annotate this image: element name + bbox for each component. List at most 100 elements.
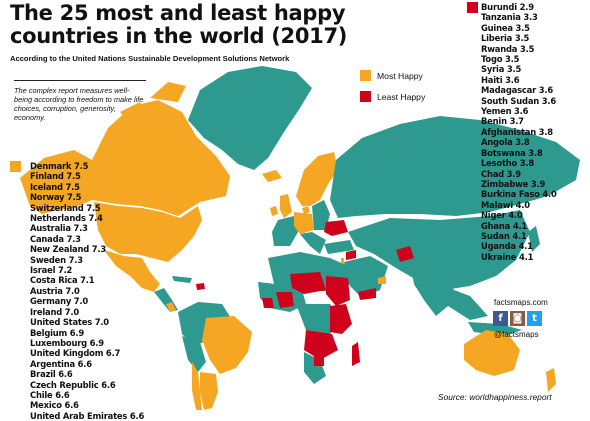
least-happy-country-item: Rwanda 3.5 [481, 43, 535, 54]
japan [528, 226, 540, 252]
sudan-south-sudan [326, 276, 350, 306]
source-citation: Source: worldhappiness.report [438, 392, 552, 402]
argentina [200, 372, 218, 410]
least-happy-country-item: Sudan 4.1 [481, 230, 527, 241]
burkina-ghana-togo-benin [276, 292, 294, 308]
most-happy-country-item: Germany 7.0 [30, 296, 89, 307]
most-happy-country-item: Mexico 6.6 [30, 400, 79, 411]
most-happy-list: Denmark 7.5 Finland 7.5 Iceland 7.5 Norway … [10, 161, 145, 421]
ireland [270, 206, 278, 216]
methodology-note: The complex report measures well-being a… [14, 80, 146, 122]
russia [330, 116, 580, 218]
most-happy-country-item: New Zealand 7.3 [30, 244, 106, 255]
southern-africa [304, 352, 326, 384]
legend-most-happy-label: Most Happy [377, 70, 423, 81]
least-happy-country-item: Zimbabwe 3.9 [481, 178, 546, 189]
most-happy-country-item: Netherlands 7.4 [30, 213, 103, 224]
canadian-arctic-islands [120, 82, 186, 122]
social-handle: @factsmaps [494, 330, 539, 339]
least-happy-country-item: Uganda 4.1 [481, 241, 533, 252]
least-happy-country-item: Ukraine 4.1 [481, 251, 534, 262]
united-kingdom [280, 194, 292, 218]
east-africa [330, 304, 352, 334]
alaska [20, 150, 92, 214]
most-happy-country-item: Czech Republic 6.6 [30, 379, 116, 390]
turkey [324, 240, 354, 254]
iceland [262, 170, 282, 182]
most-happy-country-item: United Kingdom 6.7 [30, 348, 121, 359]
niger-chad [290, 272, 326, 294]
most-happy-country-item: Chile 6.6 [30, 389, 70, 400]
least-happy-country-item: Botswana 3.8 [481, 147, 543, 158]
twitter-icon[interactable]: t [527, 311, 542, 326]
most-happy-country-item: United States 7.0 [30, 317, 109, 328]
afghanistan [396, 246, 414, 262]
central-africa [296, 304, 340, 334]
least-happy-country-item: Angola 3.8 [481, 137, 530, 148]
most-happy-country-item: Luxembourg 6.9 [30, 337, 104, 348]
least-happy-country-item: Benin 3.7 [481, 116, 524, 127]
most-happy-marker [10, 161, 21, 172]
eastern-europe [312, 200, 330, 230]
legend-least-happy: Least Happy [360, 91, 425, 102]
least-happy-country-item: Burundi 2.9 [481, 2, 534, 12]
least-happy-country-item: Niger 4.0 [481, 210, 523, 221]
botswana-lesotho [314, 356, 324, 366]
subtitle: According to the United Nations Sustaina… [10, 54, 290, 63]
denmark [302, 206, 310, 214]
least-happy-country-item: Chad 3.9 [481, 168, 521, 179]
chile [192, 362, 202, 410]
guinea-liberia [262, 298, 274, 308]
least-happy-country-item: Afghanistan 3.8 [481, 126, 553, 137]
australia [464, 330, 520, 376]
madagascar [352, 342, 360, 366]
world-map [20, 66, 580, 410]
least-happy-country-item: Ghana 4.1 [481, 220, 528, 231]
ukraine [324, 220, 348, 236]
most-happy-country-item: Austria 7.0 [30, 285, 80, 296]
least-happy-country-item: South Sudan 3.6 [481, 95, 556, 106]
least-happy-country-item: Guinea 3.5 [481, 22, 530, 33]
france-spain [272, 216, 298, 246]
least-happy-country-item: Haiti 3.6 [481, 74, 520, 85]
costa-rica [166, 302, 176, 312]
least-happy-country-item: Lesotho 3.8 [481, 158, 535, 169]
middle-east [344, 256, 388, 298]
least-happy-country-item: Liberia 3.5 [481, 33, 530, 44]
least-happy-country-item: Burkina Faso 4.0 [481, 189, 557, 200]
least-happy-country-item: Syria 3.5 [481, 64, 522, 75]
greenland [188, 66, 312, 170]
most-happy-country-item: United Arab Emirates 6.6 [30, 410, 145, 421]
most-happy-country-item: Brazil 6.6 [30, 369, 73, 380]
india-southeast-asia [410, 262, 488, 320]
central-asia-china [348, 210, 530, 290]
most-happy-country-item: Belgium 6.9 [30, 327, 85, 338]
most-happy-country-item: Sweden 7.3 [30, 254, 83, 265]
instagram-icon[interactable]: ◙ [510, 311, 525, 326]
most-happy-country-item: Iceland 7.5 [30, 181, 80, 192]
italy-balkans [300, 232, 326, 254]
least-happy-country-item: Malawi 4.0 [481, 199, 530, 210]
indonesia [468, 322, 522, 336]
facebook-icon[interactable]: f [493, 311, 508, 326]
legend-least-happy-label: Least Happy [377, 91, 426, 102]
benelux-germany-switzerland [294, 212, 314, 234]
peru-bolivia [182, 336, 206, 372]
mexico [104, 250, 160, 292]
brazil [202, 316, 252, 374]
most-happy-country-item: Ireland 7.0 [30, 306, 79, 317]
syria [346, 250, 356, 260]
new-zealand [546, 368, 556, 392]
least-happy-list: Burundi 2.9 Tanzania 3.3 Guinea 3.5 Liberia… [467, 2, 557, 262]
most-happy-country-item: Norway 7.5 [30, 192, 82, 203]
yemen [358, 288, 376, 300]
cuba [172, 276, 192, 283]
page-title: The 25 most and least happy countries in… [10, 1, 348, 48]
least-happy-country-item: Tanzania 3.3 [481, 12, 538, 23]
angola-zimbabwe-malawi [304, 330, 338, 360]
least-happy-country-item: Yemen 3.6 [481, 106, 529, 117]
legend-most-happy: Most Happy [360, 70, 423, 81]
most-happy-country-item: Israel 7.2 [30, 265, 73, 276]
most-happy-country-item: Australia 7.3 [30, 223, 88, 234]
canada [92, 100, 230, 216]
